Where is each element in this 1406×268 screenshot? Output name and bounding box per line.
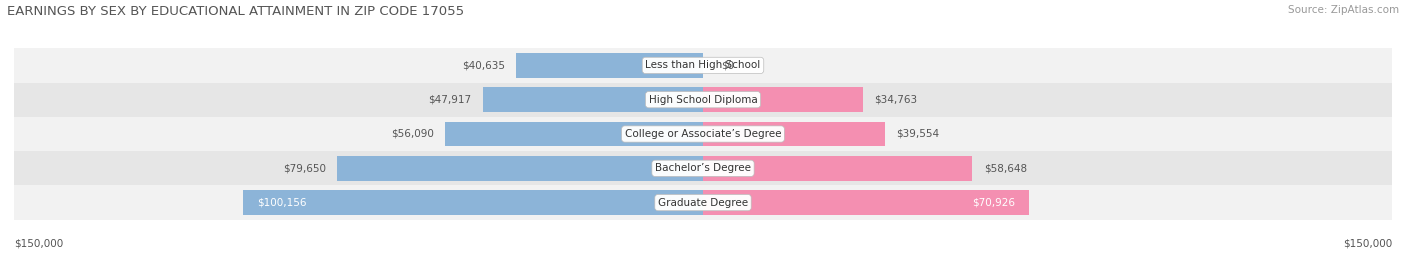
Bar [337,156,703,181]
Bar [14,83,1392,117]
Text: EARNINGS BY SEX BY EDUCATIONAL ATTAINMENT IN ZIP CODE 17055: EARNINGS BY SEX BY EDUCATIONAL ATTAINMEN… [7,5,464,18]
Text: $47,917: $47,917 [429,95,471,105]
Text: $56,090: $56,090 [391,129,434,139]
Bar [243,190,703,215]
Text: $150,000: $150,000 [14,239,63,249]
Text: Less than High School: Less than High School [645,60,761,70]
Bar [446,122,703,146]
Bar [14,185,1392,220]
Text: Source: ZipAtlas.com: Source: ZipAtlas.com [1288,5,1399,15]
Text: $39,554: $39,554 [896,129,939,139]
Text: $40,635: $40,635 [463,60,505,70]
Bar [14,151,1392,185]
Text: $58,648: $58,648 [984,163,1026,173]
Bar [14,48,1392,83]
Bar [703,156,973,181]
Text: $0: $0 [721,60,734,70]
Bar [703,122,884,146]
Text: $150,000: $150,000 [1343,239,1392,249]
Bar [482,87,703,112]
Text: College or Associate’s Degree: College or Associate’s Degree [624,129,782,139]
Text: $34,763: $34,763 [875,95,917,105]
Bar [516,53,703,78]
Text: $70,926: $70,926 [972,198,1015,208]
Bar [703,87,863,112]
Text: $79,650: $79,650 [283,163,326,173]
Text: High School Diploma: High School Diploma [648,95,758,105]
Text: Bachelor’s Degree: Bachelor’s Degree [655,163,751,173]
Bar [703,190,1029,215]
Text: $100,156: $100,156 [257,198,307,208]
Bar [14,117,1392,151]
Text: Graduate Degree: Graduate Degree [658,198,748,208]
